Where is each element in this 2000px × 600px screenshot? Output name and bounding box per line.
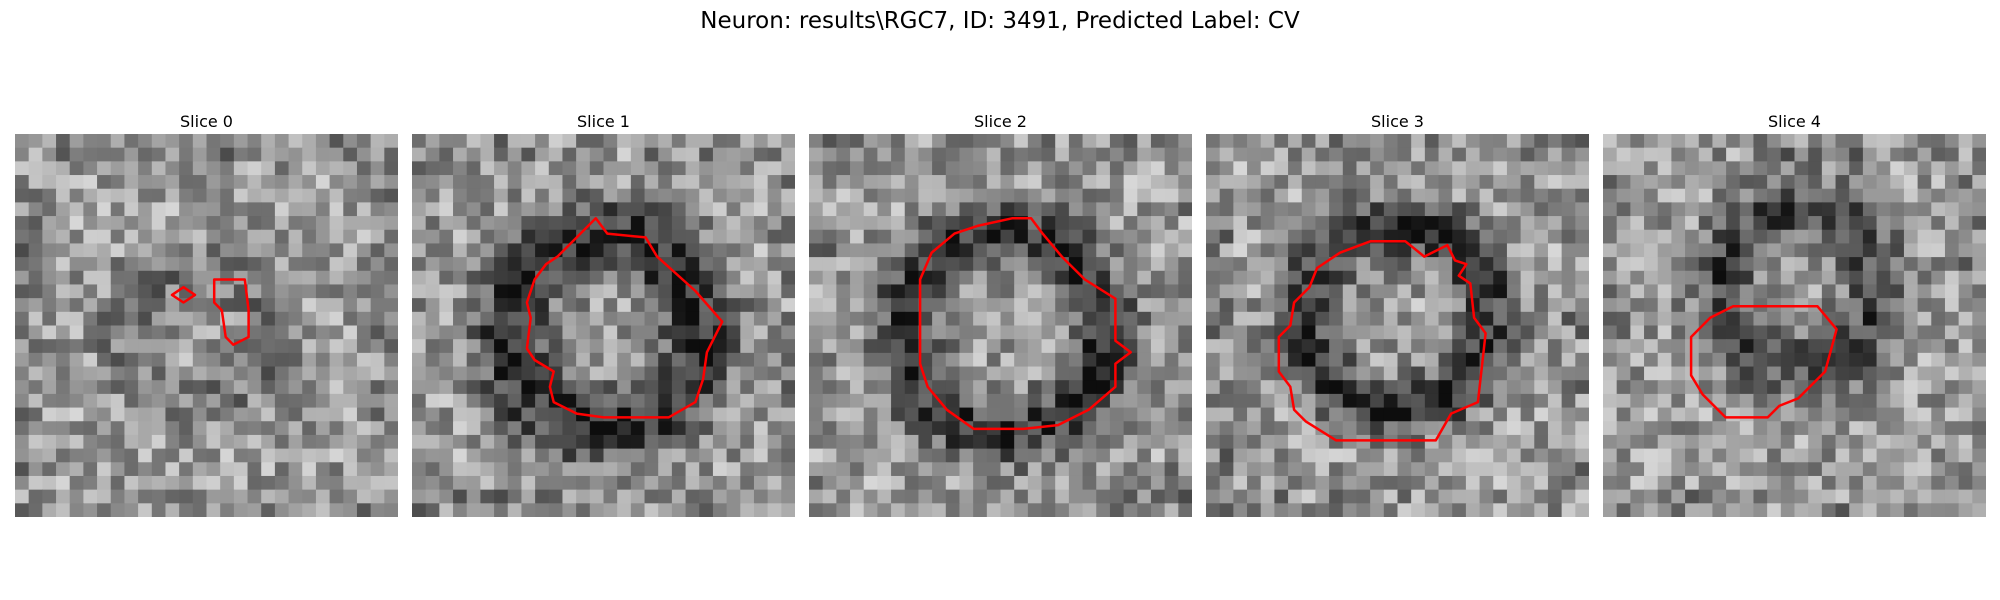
pixel-grid — [412, 134, 795, 517]
slice-title: Slice 3 — [1371, 112, 1424, 131]
slice-panel-4: Slice 4 — [1603, 110, 1986, 517]
slice-title: Slice 4 — [1768, 112, 1821, 131]
slice-title: Slice 2 — [974, 112, 1027, 131]
slice-image — [15, 134, 398, 517]
slice-image — [1603, 134, 1986, 517]
slice-title: Slice 1 — [577, 112, 630, 131]
pixel-grid — [15, 134, 398, 517]
slice-title: Slice 0 — [180, 112, 233, 131]
slice-panel-2: Slice 2 — [809, 110, 1192, 517]
slice-panel-1: Slice 1 — [412, 110, 795, 517]
segmentation-contour — [212, 278, 250, 346]
segmentation-contour — [918, 217, 1132, 431]
slice-image — [809, 134, 1192, 517]
slice-image — [1206, 134, 1589, 517]
figure-title: Neuron: results\RGC7, ID: 3491, Predicte… — [700, 8, 1300, 34]
segmentation-contour — [170, 285, 197, 304]
pixel-grid — [1206, 134, 1589, 517]
slice-image — [412, 134, 795, 517]
slice-panel-3: Slice 3 — [1206, 110, 1589, 517]
slice-panel-0: Slice 0 — [15, 110, 398, 517]
pixel-grid — [1603, 134, 1986, 517]
pixel-grid — [809, 134, 1192, 517]
segmentation-contour — [525, 217, 724, 419]
segmentation-contour — [1277, 239, 1487, 442]
segmentation-contour — [1689, 305, 1838, 419]
